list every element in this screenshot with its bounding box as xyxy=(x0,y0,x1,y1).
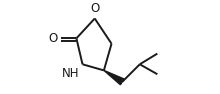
Polygon shape xyxy=(104,70,124,85)
Text: O: O xyxy=(90,2,99,15)
Text: O: O xyxy=(49,32,58,45)
Text: NH: NH xyxy=(62,67,79,80)
